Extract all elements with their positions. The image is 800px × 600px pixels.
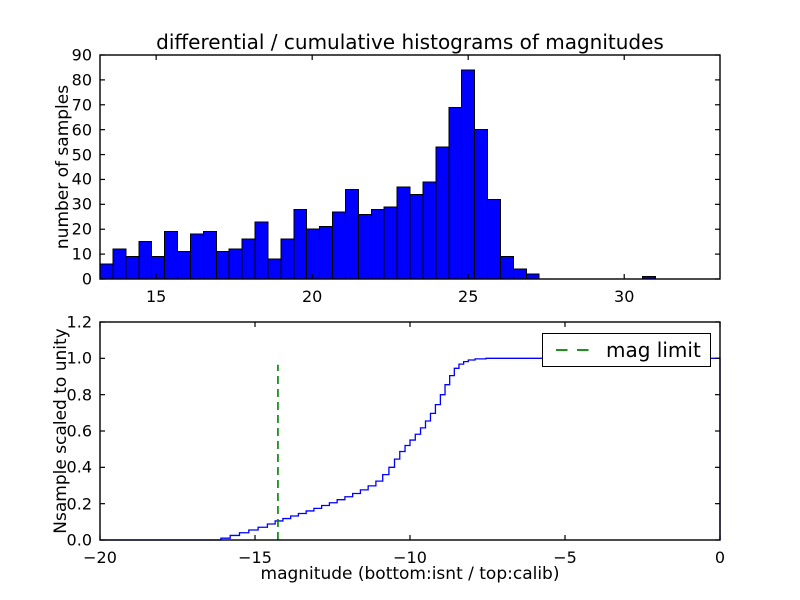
- top-y-tick-label: 60: [71, 120, 92, 140]
- bottom-y-tick-label: 1.0: [66, 348, 92, 368]
- top-x-tick-label: 25: [458, 287, 479, 306]
- histogram-bar: [422, 181, 437, 280]
- histogram-bar: [241, 238, 256, 280]
- top-y-tick-label: 20: [71, 219, 92, 239]
- cumulative-step-line: [100, 357, 721, 541]
- bottom-y-tick-label: 1.2: [66, 312, 92, 332]
- histogram-bar: [267, 258, 282, 280]
- histogram-bar: [396, 186, 411, 280]
- histogram-bar: [228, 248, 243, 280]
- bottom-x-tick-label: −5: [553, 548, 577, 567]
- bottom-y-tick-label: 0.2: [66, 494, 92, 514]
- top-y-tick-label: 0: [81, 269, 92, 289]
- histogram-bar: [254, 221, 269, 280]
- histogram-bar: [99, 263, 114, 280]
- histogram-bar: [125, 256, 140, 280]
- top-y-tick-label: 30: [71, 194, 92, 214]
- histogram-bar: [280, 238, 295, 280]
- histogram-bar: [383, 206, 398, 280]
- top-x-tick-label: 20: [301, 287, 323, 306]
- bottom-x-tick-label: −10: [393, 548, 427, 567]
- histogram-bar: [357, 213, 372, 280]
- bottom-plot-xlabel: magnitude (bottom:isnt / top:calib): [260, 564, 560, 584]
- histogram-bar: [177, 251, 191, 280]
- bottom-y-tick-label: 0.4: [66, 457, 92, 477]
- top-y-tick-label: 10: [71, 244, 92, 264]
- top-y-tick-label: 40: [71, 169, 92, 189]
- histogram-bar: [448, 106, 463, 280]
- bottom-y-tick-label: 0.6: [66, 421, 92, 441]
- histogram-bar: [332, 211, 346, 280]
- top-x-tick-label: 30: [614, 287, 635, 306]
- histogram-bar: [435, 146, 450, 280]
- histogram-bar: [319, 226, 334, 280]
- top-x-tick-label: 15: [145, 287, 167, 306]
- histogram-bar: [370, 208, 385, 280]
- bottom-x-tick-label: 0: [714, 548, 726, 567]
- histogram-bar: [306, 228, 321, 280]
- histogram-bar: [215, 251, 230, 280]
- top-y-tick-label: 50: [71, 145, 92, 165]
- histogram-bar: [151, 256, 166, 280]
- top-y-tick-label: 70: [71, 95, 92, 115]
- histogram-bar: [499, 256, 514, 280]
- bottom-y-tick-label: 0.0: [66, 530, 92, 550]
- histogram-bar: [409, 193, 424, 280]
- histogram-bar: [512, 268, 527, 280]
- top-plot-ylabel: number of samples: [53, 84, 73, 250]
- top-y-tick-label: 80: [71, 70, 92, 90]
- bottom-x-tick-label: −15: [238, 548, 272, 567]
- histogram-bar: [189, 233, 204, 280]
- histogram-bar: [344, 188, 359, 280]
- histogram-bar: [293, 208, 308, 280]
- legend-label: mag limit: [606, 338, 701, 362]
- top-axes-frame: [99, 54, 721, 280]
- histogram-bar: [525, 273, 540, 280]
- top-y-tick-label: 90: [71, 45, 92, 65]
- histogram-bar: [461, 69, 476, 280]
- bottom-x-tick-label: −20: [83, 548, 117, 567]
- top-plot-title: differential / cumulative histograms of …: [156, 30, 664, 54]
- histogram-bar: [202, 231, 217, 280]
- legend-dashed-line-icon: [556, 349, 589, 351]
- histogram-bar: [164, 231, 179, 280]
- histogram-bar: [487, 198, 501, 280]
- bottom-y-tick-label: 0.8: [66, 385, 92, 405]
- histogram-bar: [474, 129, 489, 280]
- histogram-bar: [112, 248, 127, 280]
- histogram-bar: [138, 241, 153, 280]
- legend: mag limit: [542, 333, 711, 367]
